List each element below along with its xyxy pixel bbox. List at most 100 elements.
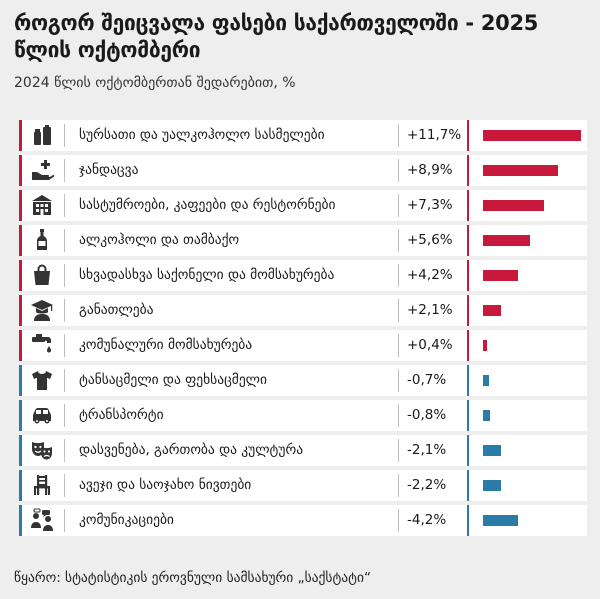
category-label: ტანსაცმელი და ფეხსაცმელი — [79, 372, 268, 388]
chart-row: ავეჯი და საოჯახო ნივთები -2,2% — [19, 470, 587, 501]
value-divider — [467, 190, 469, 221]
bar — [483, 480, 502, 491]
chart-row: კომუნიკაციები -4,2% — [19, 505, 587, 536]
faucet-icon — [30, 333, 54, 357]
row-accent — [19, 260, 22, 291]
value-label: -0,8% — [407, 407, 447, 423]
food-icon — [30, 123, 54, 147]
value-divider — [467, 330, 469, 361]
row-accent — [19, 190, 22, 221]
chair-icon — [30, 473, 54, 497]
chart-row: სხვადასხვა საქონელი და მომსახურება +4,2% — [19, 260, 587, 291]
row-accent — [19, 400, 22, 431]
value-divider — [467, 470, 469, 501]
bar — [483, 130, 581, 141]
chart-row: ჯანდაცვა +8,9% — [19, 155, 587, 186]
value-label: +5,6% — [407, 232, 453, 248]
category-label: სასტუმროები, კაფეები და რესტორნები — [79, 197, 336, 213]
category-label: ტრანსპორტი — [79, 407, 164, 423]
column-divider — [398, 194, 399, 217]
value-label: +4,2% — [407, 267, 453, 283]
category-label: კომუნალური მომსახურება — [79, 337, 253, 353]
bottle-icon — [30, 228, 54, 252]
graduation-icon — [30, 298, 54, 322]
column-divider — [398, 299, 399, 322]
row-accent — [19, 435, 22, 466]
chart-row: ტანსაცმელი და ფეხსაცმელი -0,7% — [19, 365, 587, 396]
value-label: +7,3% — [407, 197, 453, 213]
column-divider — [64, 439, 65, 462]
column-divider — [64, 229, 65, 252]
column-divider — [64, 509, 65, 532]
bar — [483, 200, 545, 211]
bar — [483, 515, 519, 526]
category-label: განათლება — [79, 302, 154, 318]
row-accent — [19, 330, 22, 361]
column-divider — [398, 439, 399, 462]
category-label: ავეჯი და საოჯახო ნივთები — [79, 477, 252, 493]
value-divider — [467, 400, 469, 431]
chart-title: როგორ შეიცვალა ფასები საქართველოში - 202… — [14, 11, 539, 62]
category-label: ალკოჰოლი და თამბაქო — [79, 232, 240, 248]
chart-row: კომუნალური მომსახურება +0,4% — [19, 330, 587, 361]
value-divider — [467, 505, 469, 536]
row-accent — [19, 365, 22, 396]
bar — [483, 445, 501, 456]
value-divider — [467, 295, 469, 326]
column-divider — [64, 404, 65, 427]
value-label: -4,2% — [407, 512, 447, 528]
column-divider — [64, 334, 65, 357]
value-divider — [467, 365, 469, 396]
bar — [483, 235, 530, 246]
row-accent — [19, 155, 22, 186]
value-label: -0,7% — [407, 372, 447, 388]
row-accent — [19, 505, 22, 536]
bar — [483, 305, 501, 316]
column-divider — [64, 124, 65, 147]
value-label: +0,4% — [407, 337, 453, 353]
column-divider — [64, 264, 65, 287]
bar — [483, 340, 487, 351]
bar — [483, 375, 489, 386]
column-divider — [64, 194, 65, 217]
chart-row: სასტუმროები, კაფეები და რესტორნები +7,3% — [19, 190, 587, 221]
chart-row: ტრანსპორტი -0,8% — [19, 400, 587, 431]
column-divider — [398, 404, 399, 427]
value-divider — [467, 435, 469, 466]
communication-icon — [30, 508, 54, 532]
value-divider — [467, 155, 469, 186]
chart-row: სურსათი და უალკოჰოლო სასმელები +11,7% — [19, 120, 587, 151]
row-accent — [19, 120, 22, 151]
column-divider — [64, 299, 65, 322]
bar — [483, 165, 558, 176]
category-label: დასვენება, გართობა და კულტურა — [79, 442, 304, 458]
category-label: სხვადასხვა საქონელი და მომსახურება — [79, 267, 335, 283]
column-divider — [398, 334, 399, 357]
column-divider — [64, 159, 65, 182]
hotel-icon — [30, 193, 54, 217]
car-icon — [30, 403, 54, 427]
value-label: +11,7% — [407, 127, 462, 143]
bar — [483, 410, 490, 421]
value-label: -2,2% — [407, 477, 447, 493]
value-label: +2,1% — [407, 302, 453, 318]
value-label: +8,9% — [407, 162, 453, 178]
category-label: კომუნიკაციები — [79, 512, 174, 528]
value-label: -2,1% — [407, 442, 447, 458]
column-divider — [398, 474, 399, 497]
theatre-masks-icon — [30, 438, 54, 462]
bar — [483, 270, 519, 281]
chart-rows: სურსათი და უალკოჰოლო სასმელები +11,7% ჯანდ… — [19, 120, 587, 540]
chart-subtitle: 2024 წლის ოქტომბერთან შედარებით, % — [14, 75, 296, 91]
chart-row: განათლება +2,1% — [19, 295, 587, 326]
category-label: სურსათი და უალკოჰოლო სასმელები — [79, 127, 325, 143]
value-divider — [467, 225, 469, 256]
healthcare-icon — [30, 158, 54, 182]
chart-row: ალკოჰოლი და თამბაქო +5,6% — [19, 225, 587, 256]
row-accent — [19, 295, 22, 326]
tshirt-icon — [30, 368, 54, 392]
column-divider — [398, 124, 399, 147]
column-divider — [398, 159, 399, 182]
category-label: ჯანდაცვა — [79, 162, 139, 178]
column-divider — [64, 369, 65, 392]
